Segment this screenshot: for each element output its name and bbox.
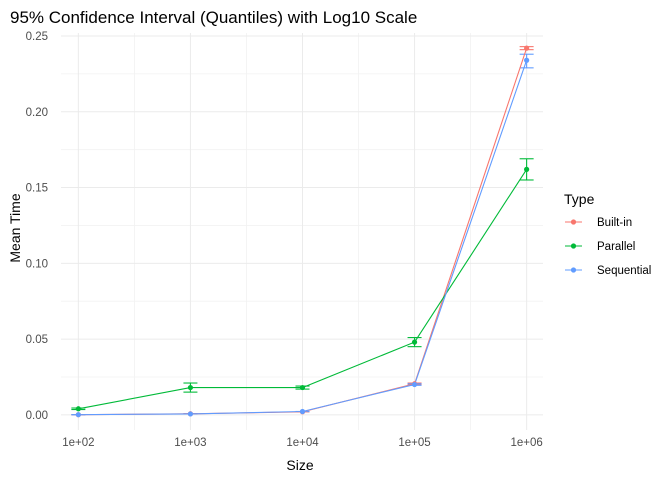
y-tick-label: 0.00 <box>26 410 48 422</box>
grid <box>61 33 543 430</box>
y-tick-label: 0.10 <box>26 258 48 270</box>
y-axis-ticks: 0.00 0.05 0.10 0.15 0.20 0.25 <box>26 31 48 422</box>
point-parallel <box>411 339 418 345</box>
legend-label: Built-in <box>597 217 632 229</box>
point-parallel <box>187 384 194 391</box>
point-sequential <box>411 381 418 388</box>
point-sequential <box>75 412 81 418</box>
x-axis-ticks: 1e+02 1e+03 1e+04 1e+05 1e+06 <box>62 437 543 449</box>
point-sequential <box>299 408 306 415</box>
legend: Type Built-in Parallel Sequential <box>564 191 651 277</box>
chart-title: 95% Confidence Interval (Quantiles) with… <box>10 8 417 27</box>
y-tick-label: 0.20 <box>26 107 48 119</box>
legend-item-built-in: Built-in <box>565 217 632 229</box>
y-axis-title: Mean Time <box>7 193 23 262</box>
point-built-in <box>524 45 530 51</box>
legend-label: Parallel <box>597 241 635 253</box>
x-tick-label: 1e+06 <box>510 437 542 449</box>
legend-item-parallel: Parallel <box>565 241 635 253</box>
legend-item-sequential: Sequential <box>565 265 651 277</box>
x-tick-label: 1e+02 <box>62 437 94 449</box>
legend-key-point <box>570 267 577 273</box>
point-sequential <box>187 411 194 417</box>
legend-title: Type <box>564 191 595 207</box>
x-axis-title: Size <box>286 457 313 473</box>
y-tick-label: 0.15 <box>26 183 48 195</box>
point-sequential <box>524 57 530 63</box>
series-points <box>75 45 530 418</box>
legend-key-point <box>570 243 577 249</box>
legend-label: Sequential <box>597 265 651 277</box>
x-tick-label: 1e+05 <box>398 437 430 449</box>
legend-key-point <box>570 219 577 225</box>
point-parallel <box>299 384 306 391</box>
point-parallel <box>75 406 81 412</box>
x-tick-label: 1e+04 <box>286 437 319 449</box>
x-tick-label: 1e+03 <box>174 437 206 449</box>
y-tick-label: 0.25 <box>26 31 48 43</box>
point-parallel <box>524 166 530 172</box>
y-tick-label: 0.05 <box>26 334 48 346</box>
